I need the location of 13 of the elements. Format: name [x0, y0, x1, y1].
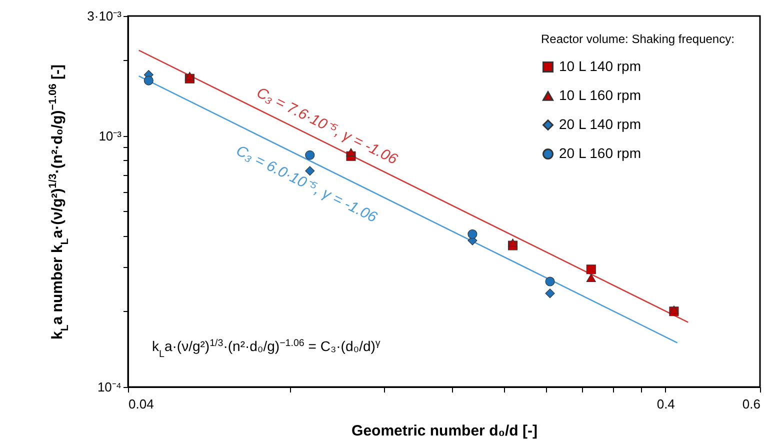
legend-label: 10 L 140 rpm — [559, 58, 641, 74]
x-tick-label: 0.6 — [742, 396, 760, 412]
legend-title: Reactor volume: Shaking frequency: — [541, 32, 734, 46]
y-tick-label: 10⁻³ — [98, 128, 122, 144]
x-tick-label: 0.04 — [128, 396, 154, 412]
legend-label: 20 L 140 rpm — [559, 116, 641, 132]
annotation: k$_{L}$a·(ν/g²)$^{1/3}$·(n²·d₀/g)$^{−1.06}$ = C₃·(d₀/d)$^{γ}$ — [152, 338, 380, 360]
y-tick-label: 3·10⁻³ — [87, 8, 122, 24]
legend-label: 10 L 160 rpm — [559, 87, 641, 103]
x-axis-title: Geometric number d₀/d [-] — [352, 422, 538, 440]
x-tick-label: 0.4 — [656, 396, 675, 412]
y-tick-label: 10⁻⁴ — [97, 380, 122, 394]
legend-label: 20 L 160 rpm — [559, 145, 641, 161]
